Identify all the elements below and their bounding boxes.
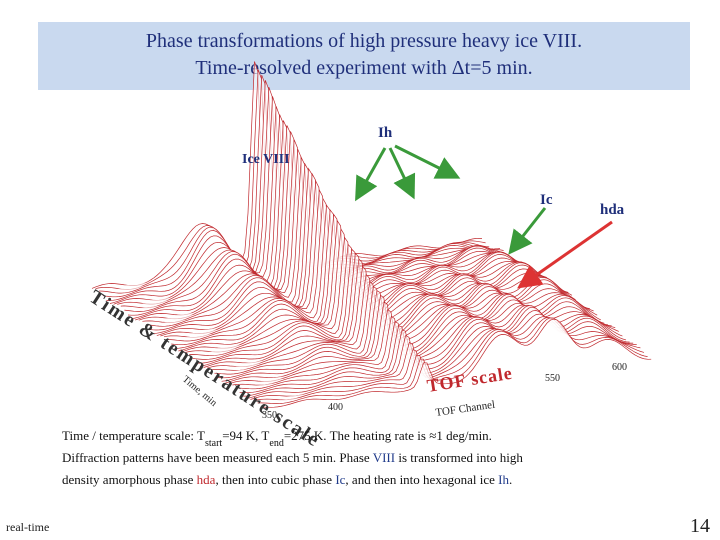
- caption-line: Diffraction patterns have been measured …: [62, 450, 523, 465]
- caption-segment: start: [205, 438, 222, 449]
- caption-segment: is transformed into high: [395, 450, 523, 465]
- title: Time-resolved experiment with Δt=5 min.: [195, 57, 532, 79]
- caption-segment: density amorphous phase: [62, 472, 197, 487]
- caption-segment: , and then into hexagonal ice: [345, 472, 498, 487]
- arrows: [355, 144, 613, 289]
- caption-line: density amorphous phase hda, then into c…: [62, 472, 512, 487]
- tick-label: 400: [328, 402, 343, 413]
- caption-segment: =275 K. The heating rate is ≈1 deg/min.: [284, 428, 492, 443]
- label: Ic: [540, 192, 553, 208]
- caption-segment: Ih: [498, 472, 509, 487]
- caption-segment: Time / temperature scale: T: [62, 428, 205, 443]
- trace: [261, 318, 652, 408]
- caption-segment: end: [269, 438, 283, 449]
- tick-label: 550: [545, 373, 560, 384]
- waterfall-plot: [91, 61, 652, 408]
- caption-segment: Ic: [335, 472, 345, 487]
- label: Ih: [378, 125, 393, 141]
- axis-label: TOF Channel: [435, 399, 496, 419]
- tick-label: 600: [612, 362, 627, 373]
- label: Ice VIII: [242, 152, 290, 167]
- caption-segment: .: [509, 472, 512, 487]
- label: hda: [600, 202, 625, 218]
- caption-segment: Diffraction patterns have been measured …: [62, 450, 373, 465]
- caption-line: Time / temperature scale: Tstart=94 K, T…: [62, 428, 492, 449]
- caption-segment: , then into cubic phase: [215, 472, 335, 487]
- caption-segment: VIII: [373, 450, 395, 465]
- title-box: [38, 22, 690, 90]
- footer-left: real-time: [6, 520, 49, 534]
- caption: Time / temperature scale: Tstart=94 K, T…: [62, 428, 523, 487]
- caption-segment: =94 K, T: [222, 428, 269, 443]
- title: Phase transformations of high pressure h…: [146, 30, 582, 52]
- tick-label: 350: [262, 410, 277, 421]
- caption-segment: hda: [197, 472, 216, 487]
- page-number: 14: [690, 515, 710, 537]
